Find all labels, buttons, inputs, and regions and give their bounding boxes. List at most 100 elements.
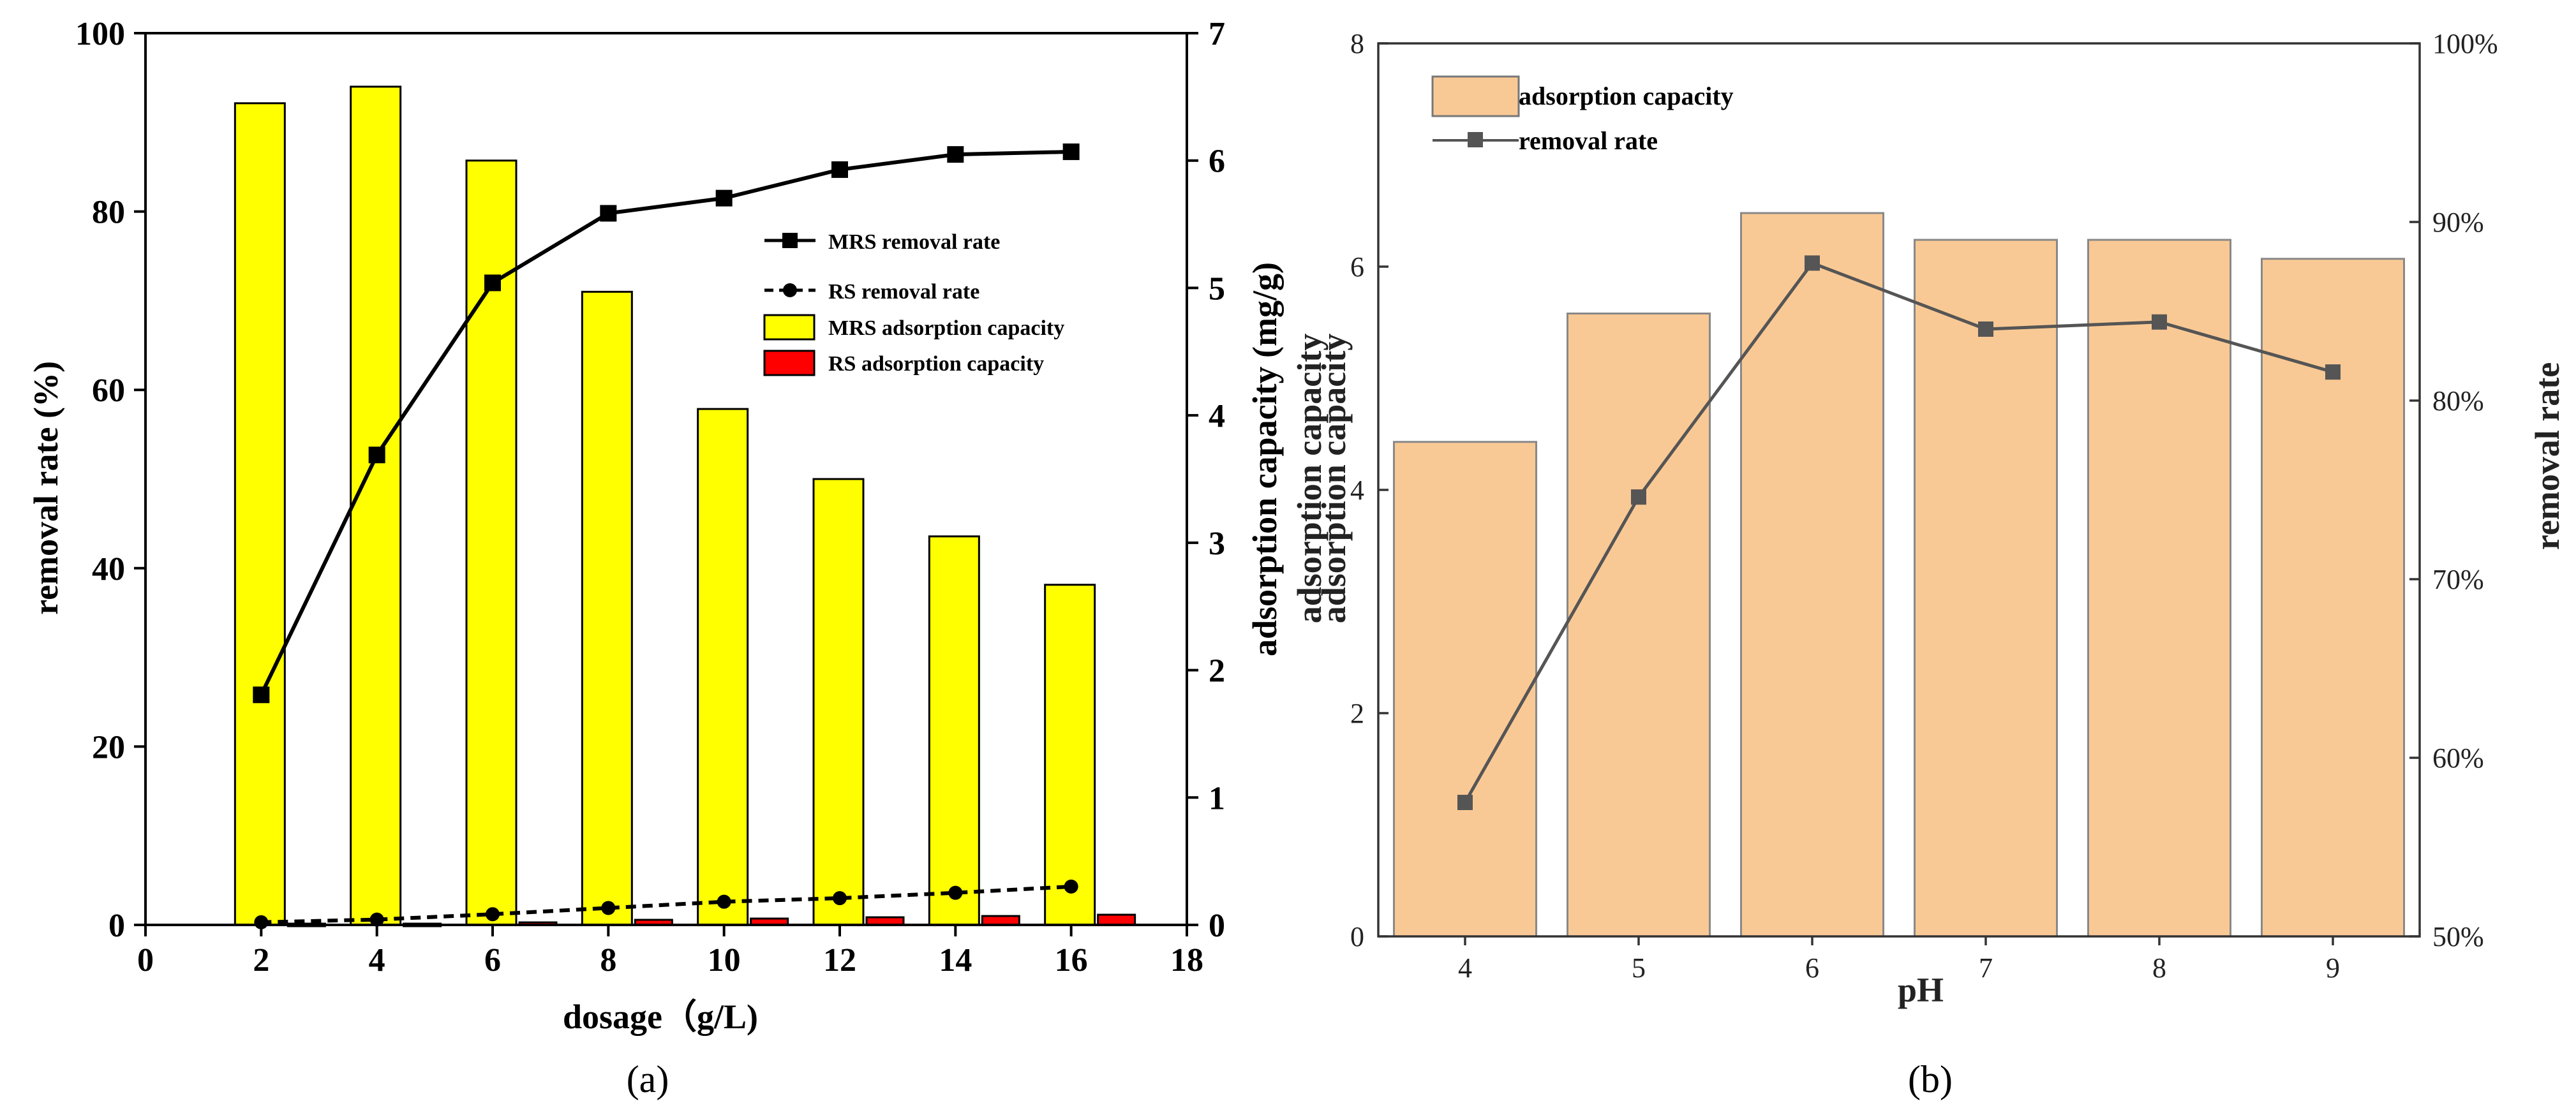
line-mrs-removal-rate (259, 149, 1071, 696)
bar-mrs-capacity (697, 408, 749, 926)
point-mrs-removal-rate (947, 146, 964, 163)
x-tick-label: 18 (1170, 942, 1203, 978)
y-right-tick-label: 2 (1209, 653, 1225, 690)
bar-adsorption-capacity (1566, 313, 1711, 938)
legend-mrs-adsorption-capacity: MRS adsorption capacity (763, 314, 1064, 341)
point-removal-rate (2325, 364, 2341, 380)
y-left-tick-label: 0 (108, 908, 125, 944)
x-tick-label: 4 (369, 942, 385, 978)
y-right-tick-label: 4 (1209, 398, 1225, 434)
panel-b-caption: (b) (1908, 1058, 1953, 1100)
point-rs-removal-rate (717, 894, 731, 909)
point-rs-removal-rate (369, 912, 384, 927)
point-removal-rate (2152, 314, 2167, 330)
x-tick-label: 8 (2152, 952, 2166, 984)
x-tick-label: 0 (137, 942, 154, 978)
legend-rs-adsorption-capacity: RS adsorption capacity (763, 350, 1044, 376)
bar-adsorption-capacity (1913, 239, 2059, 938)
legend-adsorption-capacity: adsorption capacity (1431, 75, 1734, 117)
legend-mrs-removal-rate: MRS removal rate (764, 230, 1000, 254)
panel-a-y-right-title: adsorption capacity (mg/g) (1246, 262, 1284, 656)
point-rs-removal-rate (486, 907, 500, 922)
legend-rs-removal-rate: RS removal rate (764, 280, 979, 304)
point-removal-rate (1457, 795, 1473, 810)
panel-b-y-left-title-2: adsorption capacity (1290, 334, 1329, 624)
point-mrs-removal-rate (1062, 143, 1080, 160)
y-left-tick-label: 60 (92, 373, 125, 409)
y-right-tick-label: 7 (1209, 16, 1225, 52)
x-tick-label: 14 (939, 942, 972, 978)
point-mrs-removal-rate (831, 161, 848, 178)
y-right-tick-label: 5 (1209, 270, 1225, 307)
y-left-tick-label: 100 (75, 16, 125, 52)
y-left-tick-label: 40 (92, 551, 125, 587)
x-tick-label: 2 (253, 942, 269, 978)
line-removal-rate (1463, 261, 2334, 804)
panel-b-x-title: pH (1898, 971, 1944, 1009)
legend-removal-rate: removal rate (1433, 126, 1658, 155)
x-tick-label: 10 (708, 942, 741, 978)
bar-adsorption-capacity (2087, 239, 2232, 938)
y-right-tick-label: 100% (2432, 28, 2498, 59)
bar-mrs-capacity (581, 290, 633, 926)
bar-adsorption-capacity (2260, 258, 2406, 938)
y-left-tick-label: 0 (1350, 921, 1364, 952)
x-tick-label: 16 (1055, 942, 1088, 978)
bar-mrs-capacity (350, 85, 402, 926)
y-left-tick-label: 80 (92, 195, 125, 231)
bar-rs-capacity (1097, 913, 1136, 926)
y-right-tick-label: 80% (2432, 385, 2484, 417)
y-right-tick-label: 50% (2432, 921, 2484, 952)
y-left-tick-label: 2 (1350, 698, 1364, 729)
panel-a-x-title: dosage（g/L) (563, 998, 758, 1036)
y-left-tick-label: 4 (1350, 475, 1364, 506)
x-tick-label: 6 (1805, 952, 1819, 984)
legend-label: MRS removal rate (828, 230, 1000, 254)
y-right-tick-label: 0 (1209, 908, 1225, 944)
point-removal-rate (1805, 255, 1820, 271)
point-rs-removal-rate (948, 885, 963, 900)
panel-b-y-right-title: removal rate (2528, 362, 2566, 550)
x-tick-label: 5 (1632, 952, 1646, 984)
legend-label: RS removal rate (828, 280, 979, 304)
bar-mrs-capacity (812, 478, 865, 926)
legend-label: removal rate (1519, 126, 1658, 155)
point-removal-rate (1631, 489, 1646, 505)
point-mrs-removal-rate (715, 189, 733, 207)
point-removal-rate (1978, 321, 1993, 337)
point-rs-removal-rate (1064, 879, 1078, 894)
y-right-tick-label: 1 (1209, 780, 1225, 816)
y-left-tick-label: 20 (92, 729, 125, 765)
y-right-tick-label: 90% (2432, 207, 2484, 238)
x-tick-label: 4 (1458, 952, 1472, 984)
point-mrs-removal-rate (484, 274, 501, 292)
panel-b-chart: 4 5 6 7 8 9 0 2 4 6 8 50% 60% 70% 80% 90% 100% adsorptio… (1290, 28, 2566, 1100)
panel-a-y-left-title: removal rate (%) (27, 361, 65, 615)
point-mrs-removal-rate (600, 205, 617, 222)
panel-b-legend: adsorption capacity removal rate (1431, 75, 1734, 155)
bar-mrs-capacity (1044, 584, 1096, 926)
point-rs-removal-rate (833, 891, 847, 906)
x-tick-label: 7 (1979, 952, 1993, 984)
point-mrs-removal-rate (253, 686, 270, 704)
bar-adsorption-capacity (1739, 212, 1885, 938)
panel-a-legend: MRS removal rate RS removal rate MRS ads… (763, 230, 1064, 376)
bar-rs-capacity (981, 915, 1020, 926)
y-left-tick-label: 8 (1350, 28, 1364, 59)
legend-label: MRS adsorption capacity (828, 316, 1064, 340)
point-mrs-removal-rate (368, 447, 385, 464)
y-right-tick-label: 6 (1209, 144, 1225, 180)
point-rs-removal-rate (601, 901, 616, 915)
panel-b-y-left-title: adsorption capacity (1314, 334, 1353, 624)
line-rs-removal-rate (261, 884, 1071, 924)
y-right-tick-label: 60% (2432, 742, 2484, 774)
y-left-tick-label: 6 (1350, 251, 1364, 283)
bar-mrs-capacity (928, 535, 980, 926)
panel-a-caption: (a) (627, 1058, 669, 1100)
y-right-tick-label: 70% (2432, 564, 2484, 595)
legend-label: RS adsorption capacity (828, 352, 1044, 376)
y-right-tick-label: 3 (1209, 526, 1225, 562)
x-tick-label: 8 (600, 942, 616, 978)
